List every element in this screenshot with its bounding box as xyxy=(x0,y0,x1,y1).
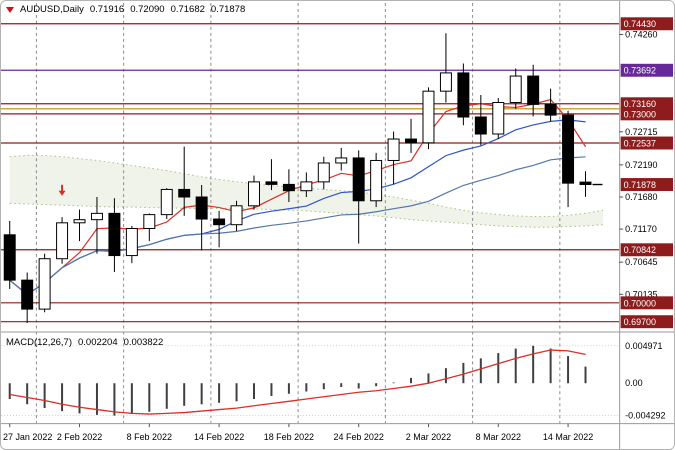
candle-body xyxy=(73,219,86,224)
y-axis-tick-label: 0.71170 xyxy=(625,224,657,234)
level-price-box-label: 0.70842 xyxy=(624,245,656,255)
y-axis-tick-label: 0.70645 xyxy=(625,257,657,267)
level-price-box xyxy=(620,315,674,329)
macd-signal-line xyxy=(9,349,586,415)
candle-body xyxy=(579,181,592,186)
ohlc-high-value: 0.72090 xyxy=(130,4,165,15)
macd-main-value: 0.002204 xyxy=(78,337,118,348)
current-price-box-label: 0.71878 xyxy=(624,180,656,190)
macd-axis-label: 0.00 xyxy=(625,378,642,388)
candle-body xyxy=(230,205,243,226)
candle-body xyxy=(248,181,260,207)
candle-body xyxy=(178,188,191,198)
candle-body xyxy=(335,157,348,164)
candle-body xyxy=(300,181,313,192)
ohlc-open-value: 0.71916 xyxy=(89,4,125,15)
arrow-down-icon-head xyxy=(58,190,66,196)
level-price-box xyxy=(620,107,674,121)
level-price-box xyxy=(620,243,674,257)
symbol-ohlc-header: AUDUSD,Daily 0.71916 0.72090 0.71682 0.7… xyxy=(6,4,245,15)
ohlc-close-value: 0.71878 xyxy=(210,4,246,15)
x-axis-label[interactable]: 18 Feb 2022 xyxy=(264,432,314,442)
candle-body xyxy=(213,218,226,226)
level-price-box-label: 0.72537 xyxy=(624,139,656,149)
y-axis-tick-label: 0.70135 xyxy=(625,289,657,299)
candle-body xyxy=(160,188,173,216)
x-axis-label[interactable]: 14 Mar 2022 xyxy=(543,432,593,442)
y-axis-tick-label: 0.74260 xyxy=(625,29,657,39)
candle-body xyxy=(56,222,69,260)
macd-axis-label: -0.004292 xyxy=(625,411,665,421)
x-axis-label[interactable]: 2 Feb 2022 xyxy=(57,432,102,442)
candle-body xyxy=(562,114,575,184)
current-price-box[interactable] xyxy=(620,178,674,191)
level-price-box xyxy=(620,17,674,31)
macd-indicator-label: MACD(12,26,7) xyxy=(6,337,72,348)
level-price-box-label: 0.73160 xyxy=(624,99,656,109)
level-price-box-label: 0.74430 xyxy=(624,19,656,29)
x-axis-label[interactable]: 27 Jan 2022 xyxy=(3,432,52,442)
ohlc-low-value: 0.71682 xyxy=(170,4,205,15)
candle-body xyxy=(422,90,435,144)
macd-header: MACD(12,26,7) 0.002204 0.003822 xyxy=(6,337,163,348)
x-axis-label[interactable]: 8 Mar 2022 xyxy=(476,432,521,442)
candle-body xyxy=(509,75,522,104)
level-price-box xyxy=(620,97,674,111)
level-price-box xyxy=(620,136,674,150)
level-price-box-label: 0.70000 xyxy=(624,298,656,308)
candle-body xyxy=(317,162,330,183)
ichimoku-span-a-line xyxy=(9,154,604,218)
macd-signal-value: 0.003822 xyxy=(123,337,164,348)
candle-body xyxy=(352,157,365,202)
x-axis-label[interactable]: 2 Mar 2022 xyxy=(406,432,451,442)
candle-body xyxy=(265,181,278,185)
y-axis-tick-label: 0.72190 xyxy=(625,160,657,170)
symbol-title: AUDUSD,Daily xyxy=(20,4,84,15)
candle-body xyxy=(195,196,208,220)
candle-body xyxy=(282,183,295,192)
candle-body xyxy=(492,102,505,135)
level-price-box-label: 0.69700 xyxy=(624,317,656,327)
candle-body xyxy=(457,72,470,118)
level-price-box-label: 0.73000 xyxy=(624,109,656,119)
candle-body xyxy=(108,212,121,257)
candle-body xyxy=(38,258,51,310)
y-axis-tick-label: 0.72715 xyxy=(625,127,657,137)
candle-body xyxy=(527,75,540,105)
level-price-box xyxy=(620,63,674,77)
candle-body xyxy=(387,138,400,161)
ma-line-4 xyxy=(9,98,587,296)
candle-body xyxy=(125,227,138,257)
x-axis-label[interactable]: 14 Feb 2022 xyxy=(194,432,244,442)
candle-body xyxy=(405,138,418,144)
symbol-marker-icon xyxy=(6,6,14,13)
candle-body xyxy=(3,234,16,281)
candle-body xyxy=(370,159,383,202)
macd-axis-label: 0.004971 xyxy=(625,341,662,351)
candle-body xyxy=(143,214,156,229)
level-price-box xyxy=(620,296,674,310)
level-price-box-label: 0.73692 xyxy=(624,66,656,76)
candle-body xyxy=(439,72,452,92)
x-axis-label[interactable]: 8 Feb 2022 xyxy=(127,432,172,442)
candle-body xyxy=(90,212,103,221)
ma-line-25 xyxy=(9,156,586,296)
y-axis-tick-label: 0.71680 xyxy=(625,192,657,202)
candle-body xyxy=(21,279,34,310)
candle-body xyxy=(544,103,557,116)
x-axis-label[interactable]: 24 Feb 2022 xyxy=(334,432,384,442)
ichimoku-span-b-line xyxy=(9,202,604,228)
candle-body xyxy=(474,116,487,135)
